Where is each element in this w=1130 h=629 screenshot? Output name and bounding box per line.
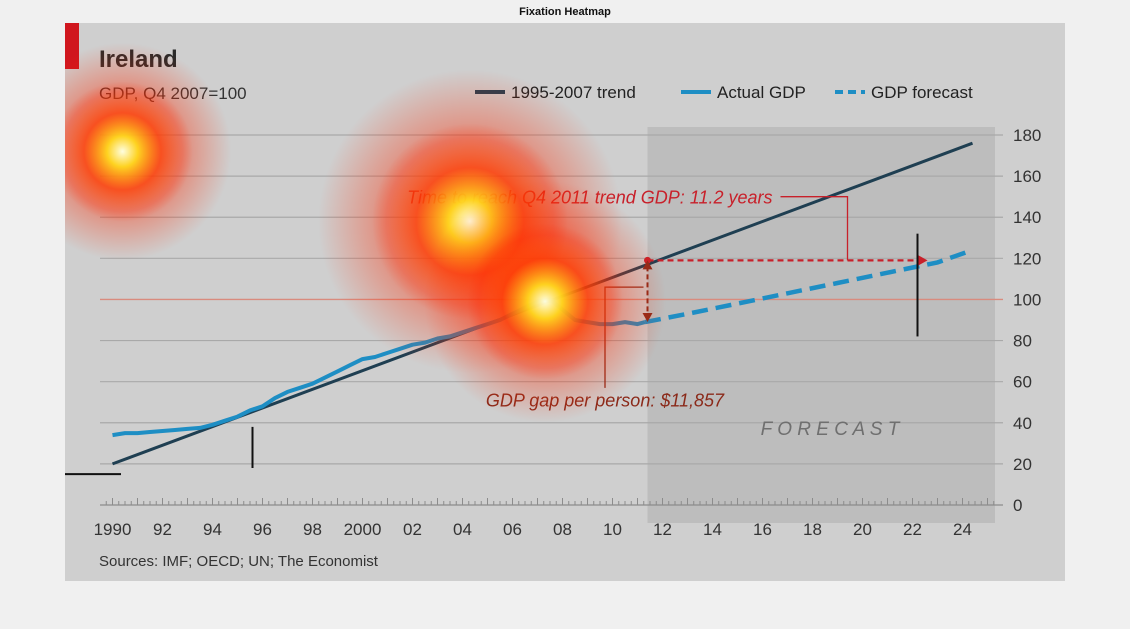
y-tick-label: 120 bbox=[1013, 249, 1041, 268]
x-tick-label: 16 bbox=[753, 520, 772, 539]
x-tick-label: 08 bbox=[553, 520, 572, 539]
x-tick-label: 12 bbox=[653, 520, 672, 539]
fixation-blob bbox=[65, 81, 193, 222]
heatmap-panel: 0 20 40 60 80 100 120 140 160 180 1990 92 94 96 98 2000… bbox=[65, 23, 1065, 581]
y-tick-label: 0 bbox=[1013, 496, 1022, 515]
x-tick-label: 2000 bbox=[344, 520, 382, 539]
x-tick-label: 10 bbox=[603, 520, 622, 539]
fixation-blob bbox=[467, 223, 623, 380]
time-arrow-head bbox=[918, 255, 928, 266]
forecast-label: F O R E C A S T bbox=[761, 419, 901, 440]
y-tick-label: 100 bbox=[1013, 290, 1041, 309]
time-label-leader bbox=[780, 196, 849, 261]
y-tick-label: 140 bbox=[1013, 208, 1041, 227]
x-tick-label: 06 bbox=[503, 520, 522, 539]
y-tick-label: 80 bbox=[1013, 332, 1032, 351]
x-tick-label: 20 bbox=[853, 520, 872, 539]
figure-title: Fixation Heatmap bbox=[519, 6, 611, 18]
x-tick-label: 96 bbox=[253, 520, 272, 539]
x-tick-label: 02 bbox=[403, 520, 422, 539]
x-tick-label: 92 bbox=[153, 520, 172, 539]
x-tick-label: 04 bbox=[453, 520, 472, 539]
x-tick-label: 24 bbox=[953, 520, 972, 539]
y-tick-label: 60 bbox=[1013, 373, 1032, 392]
x-tick-label: 18 bbox=[803, 520, 822, 539]
x-tick-label: 22 bbox=[903, 520, 922, 539]
x-tick-label: 94 bbox=[203, 520, 222, 539]
x-tick-label: 14 bbox=[703, 520, 722, 539]
y-tick-label: 160 bbox=[1013, 167, 1041, 186]
chart-source: Sources: IMF; OECD; UN; The Economist bbox=[99, 553, 379, 570]
y-tick-label: 20 bbox=[1013, 455, 1032, 474]
y-tick-label: 40 bbox=[1013, 414, 1032, 433]
forecast-region bbox=[647, 127, 995, 523]
legend-label: Actual GDP bbox=[717, 83, 806, 102]
x-tick-label: 1990 bbox=[94, 520, 132, 539]
x-tick-label: 98 bbox=[303, 520, 322, 539]
legend-label: GDP forecast bbox=[871, 83, 973, 102]
y-tick-label: 180 bbox=[1013, 126, 1041, 145]
series-gdp-forecast-line bbox=[644, 247, 974, 325]
